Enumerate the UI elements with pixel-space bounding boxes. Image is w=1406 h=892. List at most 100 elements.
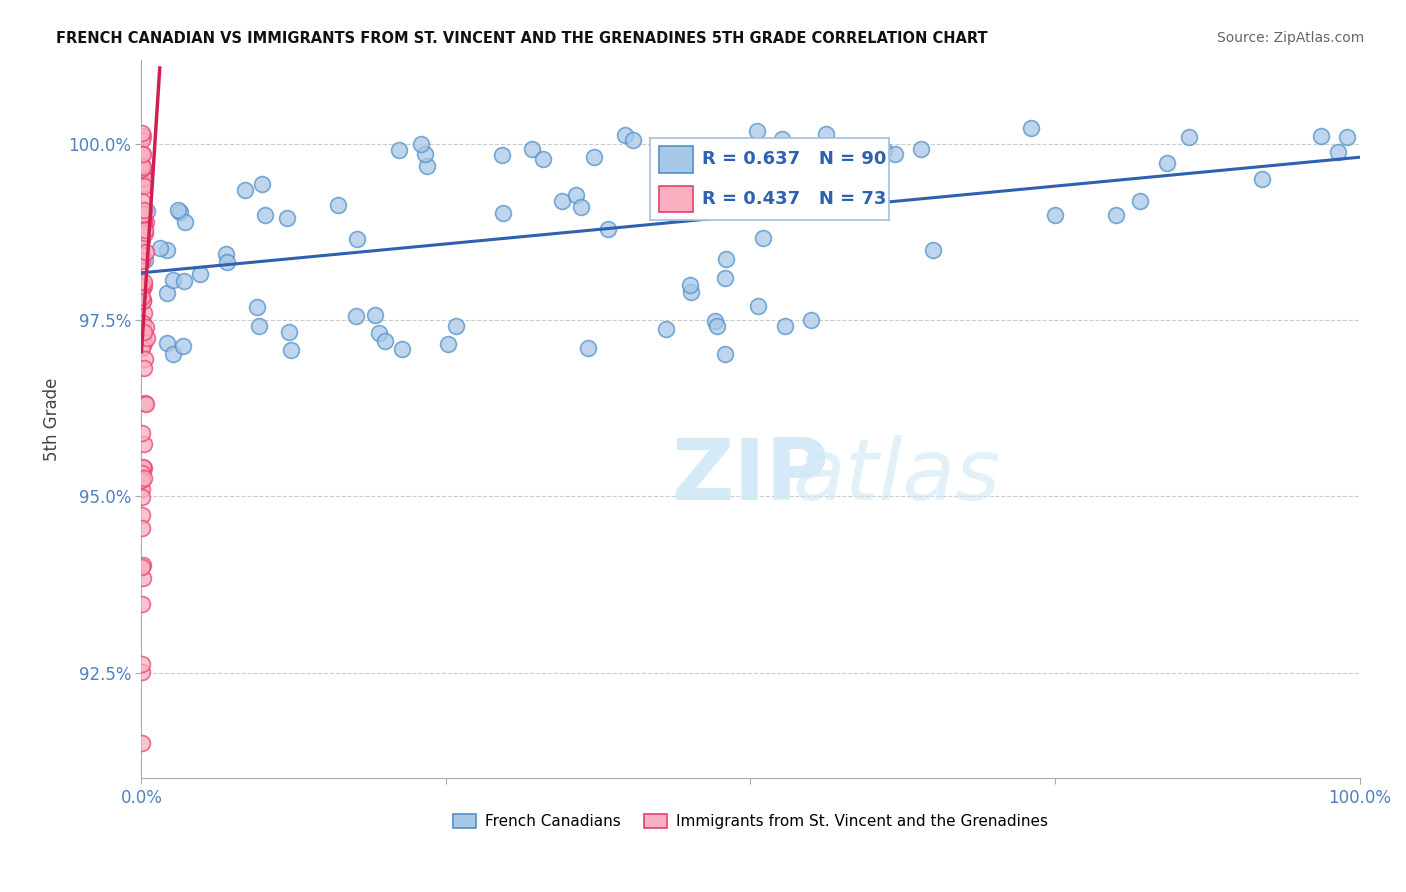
Point [156, 336, 179, 351]
Point [132, 316, 155, 330]
Point [132, 326, 155, 340]
Point [413, 147, 436, 161]
Point [131, 508, 153, 523]
Point [364, 308, 387, 322]
Point [135, 215, 157, 229]
Point [132, 461, 155, 475]
Point [132, 129, 155, 144]
Point [131, 283, 153, 297]
Point [131, 177, 153, 191]
Point [131, 126, 153, 140]
Point [1021, 120, 1043, 135]
Point [132, 437, 155, 451]
Point [621, 133, 644, 147]
Point [132, 471, 155, 485]
Point [131, 220, 153, 235]
Point [910, 142, 932, 156]
Point [576, 341, 599, 355]
Point [131, 233, 153, 247]
Point [411, 137, 433, 152]
Point [775, 319, 797, 334]
Point [134, 352, 156, 367]
Point [132, 206, 155, 220]
Point [132, 335, 155, 350]
Point [747, 299, 769, 313]
Point [135, 245, 157, 260]
Point [250, 177, 273, 191]
Point [134, 396, 156, 410]
Point [551, 194, 574, 208]
Point [134, 397, 156, 411]
Point [131, 426, 153, 441]
Point [326, 197, 349, 211]
Point [162, 347, 184, 361]
Point [156, 285, 179, 300]
Point [131, 252, 153, 267]
Point [131, 244, 153, 259]
Point [648, 147, 671, 161]
Point [131, 207, 153, 221]
Point [367, 326, 389, 340]
Point [713, 347, 735, 361]
Point [752, 231, 775, 245]
Point [531, 152, 554, 166]
Point [1178, 129, 1201, 144]
Point [131, 340, 153, 354]
Point [132, 558, 155, 573]
Point [596, 222, 619, 236]
Point [131, 473, 153, 487]
Point [522, 142, 544, 156]
Point [669, 155, 692, 169]
Text: atlas: atlas [793, 435, 1001, 518]
Point [131, 657, 153, 672]
Point [246, 300, 269, 314]
Point [134, 214, 156, 228]
Point [346, 232, 368, 246]
Point [1336, 130, 1358, 145]
Point [801, 139, 824, 153]
Point [747, 124, 769, 138]
Point [344, 309, 367, 323]
Point [131, 293, 153, 308]
Point [132, 218, 155, 232]
Point [131, 490, 153, 504]
Point [571, 200, 593, 214]
Point [132, 160, 155, 174]
Text: R = 0.637   N = 90: R = 0.637 N = 90 [703, 151, 887, 169]
Point [134, 326, 156, 340]
Point [131, 253, 153, 268]
Point [374, 334, 396, 349]
Point [678, 278, 700, 293]
Point [704, 314, 727, 328]
Point [706, 318, 728, 333]
Bar [659, 146, 693, 172]
Point [173, 275, 195, 289]
Text: Source: ZipAtlas.com: Source: ZipAtlas.com [1216, 31, 1364, 45]
Point [134, 275, 156, 289]
Point [162, 273, 184, 287]
Point [132, 327, 155, 342]
Point [132, 293, 155, 307]
Text: ZIP: ZIP [672, 435, 830, 518]
Point [1251, 172, 1274, 186]
Point [565, 188, 588, 202]
Point [132, 202, 155, 217]
Text: R = 0.437   N = 73: R = 0.437 N = 73 [703, 190, 887, 208]
Point [131, 146, 153, 161]
Point [188, 267, 211, 281]
Point [215, 247, 238, 261]
Point [166, 202, 188, 217]
Point [132, 164, 155, 178]
Point [416, 159, 439, 173]
Point [173, 214, 195, 228]
Point [217, 254, 239, 268]
Point [131, 736, 153, 750]
Point [716, 252, 738, 266]
Point [280, 343, 302, 357]
Y-axis label: 5th Grade: 5th Grade [44, 377, 60, 460]
Point [134, 306, 156, 320]
Point [1309, 128, 1331, 143]
Point [800, 313, 823, 327]
Point [131, 482, 153, 496]
Point [169, 205, 191, 219]
